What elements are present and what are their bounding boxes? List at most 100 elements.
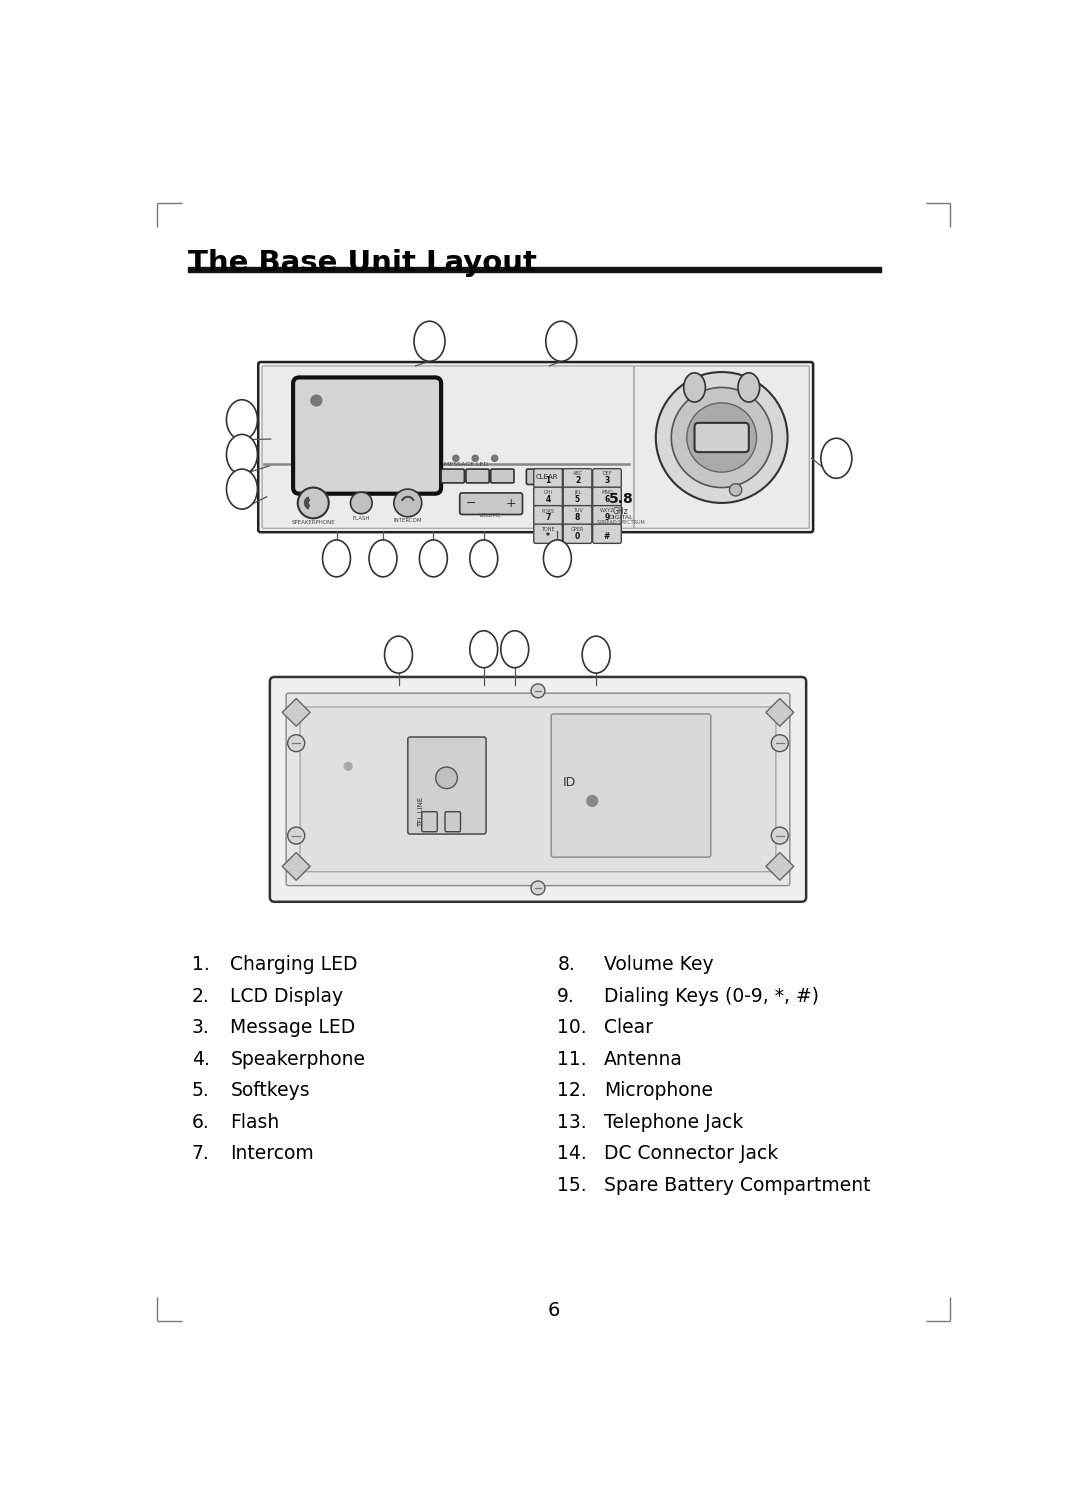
FancyBboxPatch shape: [593, 469, 621, 487]
FancyBboxPatch shape: [422, 812, 437, 831]
Circle shape: [435, 767, 458, 789]
Text: Charging LED: Charging LED: [230, 955, 357, 973]
Text: TONE: TONE: [541, 527, 555, 531]
FancyBboxPatch shape: [593, 524, 621, 543]
Circle shape: [472, 456, 478, 462]
FancyBboxPatch shape: [593, 506, 621, 525]
Bar: [188, 267, 881, 272]
Text: 8.: 8.: [557, 955, 576, 973]
Ellipse shape: [821, 438, 852, 478]
Text: +: +: [505, 496, 516, 510]
Text: 3: 3: [605, 477, 609, 484]
Text: CLEAR: CLEAR: [536, 474, 558, 480]
Text: TEL LINE: TEL LINE: [418, 797, 423, 827]
Text: SPEAKERPHONE: SPEAKERPHONE: [292, 521, 335, 525]
Ellipse shape: [470, 631, 498, 667]
Ellipse shape: [323, 540, 350, 576]
Text: 11.: 11.: [557, 1050, 588, 1068]
Text: −: −: [467, 496, 476, 510]
Circle shape: [298, 487, 328, 518]
Text: 12.: 12.: [557, 1082, 588, 1100]
Ellipse shape: [738, 373, 759, 401]
Text: 5: 5: [575, 495, 580, 504]
Text: 5.: 5.: [191, 1082, 210, 1100]
FancyBboxPatch shape: [445, 812, 460, 831]
Text: ID: ID: [563, 776, 576, 789]
FancyBboxPatch shape: [286, 693, 789, 886]
Text: 10.: 10.: [557, 1019, 588, 1037]
Text: 15.: 15.: [557, 1176, 588, 1195]
Ellipse shape: [419, 540, 447, 576]
Text: MNO: MNO: [602, 489, 612, 495]
Text: Spare Battery Compartment: Spare Battery Compartment: [604, 1176, 870, 1195]
FancyBboxPatch shape: [465, 469, 489, 483]
Text: 1: 1: [545, 477, 551, 484]
FancyBboxPatch shape: [408, 736, 486, 834]
Text: 6.: 6.: [191, 1112, 210, 1132]
FancyBboxPatch shape: [551, 714, 711, 857]
Text: DIGITAL: DIGITAL: [609, 515, 633, 521]
Text: Intercom: Intercom: [230, 1144, 314, 1163]
Text: INTERCOM: INTERCOM: [393, 518, 422, 524]
Ellipse shape: [545, 321, 577, 361]
Text: Telephone Jack: Telephone Jack: [604, 1112, 743, 1132]
Circle shape: [350, 492, 373, 513]
Text: 7.: 7.: [191, 1144, 210, 1163]
Text: 5.8: 5.8: [608, 492, 633, 506]
FancyBboxPatch shape: [634, 365, 809, 528]
Circle shape: [531, 881, 545, 895]
Circle shape: [771, 735, 788, 751]
Text: 2.: 2.: [191, 987, 210, 1005]
Text: 14.: 14.: [557, 1144, 588, 1163]
FancyBboxPatch shape: [441, 469, 464, 483]
Text: 0: 0: [575, 531, 580, 540]
Text: FLASH: FLASH: [352, 516, 370, 521]
Ellipse shape: [227, 435, 257, 474]
Text: *: *: [546, 531, 550, 540]
Text: PQRS: PQRS: [541, 509, 555, 513]
Text: 4.: 4.: [191, 1050, 210, 1068]
FancyBboxPatch shape: [262, 365, 634, 528]
Text: 9: 9: [605, 513, 609, 522]
Text: Microphone: Microphone: [604, 1082, 713, 1100]
FancyBboxPatch shape: [534, 524, 563, 543]
Circle shape: [531, 684, 545, 697]
Text: Message LED: Message LED: [230, 1019, 355, 1037]
Text: GHI: GHI: [543, 489, 553, 495]
Ellipse shape: [582, 637, 610, 673]
Text: Antenna: Antenna: [604, 1050, 683, 1068]
Ellipse shape: [227, 400, 257, 439]
Text: 3.: 3.: [191, 1019, 210, 1037]
Ellipse shape: [684, 373, 705, 401]
Polygon shape: [766, 853, 794, 880]
Circle shape: [656, 373, 787, 502]
FancyBboxPatch shape: [563, 469, 592, 487]
Text: Dialing Keys (0-9, *, #): Dialing Keys (0-9, *, #): [604, 987, 819, 1005]
Ellipse shape: [470, 540, 498, 576]
FancyBboxPatch shape: [258, 362, 813, 533]
FancyBboxPatch shape: [490, 469, 514, 483]
Text: 7: 7: [545, 513, 551, 522]
FancyBboxPatch shape: [593, 487, 621, 507]
Text: VOLUME: VOLUME: [480, 513, 502, 518]
Text: #: #: [604, 531, 610, 540]
Circle shape: [311, 395, 322, 406]
FancyBboxPatch shape: [300, 708, 775, 872]
FancyBboxPatch shape: [563, 524, 592, 543]
Text: 4: 4: [545, 495, 551, 504]
FancyBboxPatch shape: [526, 469, 568, 484]
Circle shape: [729, 484, 742, 496]
Text: OPER: OPER: [571, 527, 584, 531]
Text: 1.: 1.: [191, 955, 210, 973]
Circle shape: [672, 388, 772, 487]
Text: JKL: JKL: [573, 489, 581, 495]
Text: 6: 6: [605, 495, 609, 504]
Ellipse shape: [543, 540, 571, 576]
Text: The Base Unit Layout: The Base Unit Layout: [188, 249, 537, 276]
FancyBboxPatch shape: [694, 423, 748, 453]
Text: TUV: TUV: [572, 509, 582, 513]
Text: Clear: Clear: [604, 1019, 653, 1037]
Text: Flash: Flash: [230, 1112, 280, 1132]
FancyBboxPatch shape: [534, 506, 563, 525]
Ellipse shape: [369, 540, 397, 576]
